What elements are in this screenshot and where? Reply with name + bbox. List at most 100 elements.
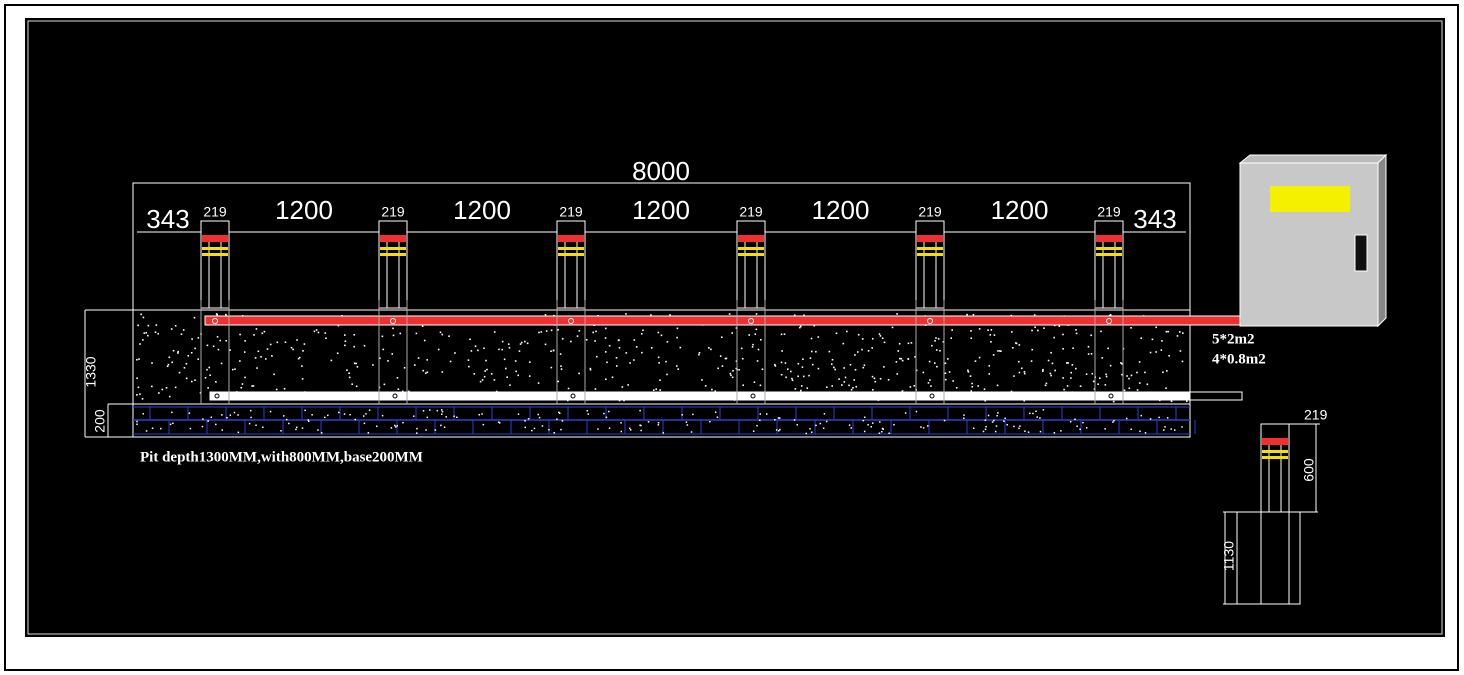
diameter-label: 219 — [381, 204, 405, 220]
aggregate-dot — [498, 348, 500, 351]
aggregate-dot — [808, 374, 810, 377]
aggregate-dot — [787, 368, 789, 370]
aggregate-dot — [963, 417, 965, 419]
aggregate-dot — [151, 385, 153, 388]
aggregate-dot — [1050, 351, 1052, 354]
reflective-yellow — [917, 253, 943, 256]
aggregate-dot — [1070, 371, 1073, 374]
aggregate-dot — [394, 426, 397, 428]
aggregate-dot — [742, 384, 745, 387]
aggregate-dot — [714, 390, 717, 392]
aggregate-dot — [325, 337, 327, 340]
aggregate-dot — [255, 424, 257, 426]
aggregate-dot — [1011, 331, 1013, 333]
aggregate-dot — [368, 409, 371, 411]
aggregate-dot — [394, 424, 396, 427]
reflective-yellow — [917, 247, 943, 250]
aggregate-dot — [243, 351, 246, 353]
aggregate-dot — [355, 362, 357, 365]
aggregate-dot — [1000, 350, 1002, 352]
aggregate-dot — [1128, 377, 1130, 380]
aggregate-dot — [381, 335, 384, 338]
aggregate-dot — [754, 333, 757, 335]
aggregate-dot — [171, 411, 173, 414]
aggregate-dot — [1140, 337, 1143, 339]
aggregate-dot — [617, 339, 620, 342]
aggregate-dot — [1012, 347, 1014, 349]
aggregate-dot — [830, 363, 833, 365]
aggregate-dot — [719, 355, 722, 357]
aggregate-dot — [191, 338, 193, 340]
aggregate-dot — [397, 388, 400, 391]
aggregate-dot — [182, 329, 185, 331]
aggregate-dot — [881, 427, 884, 430]
aggregate-dot — [652, 389, 655, 391]
aggregate-dot — [379, 357, 381, 360]
aggregate-dot — [285, 418, 288, 421]
aggregate-dot — [625, 352, 628, 354]
aggregate-dot — [533, 427, 536, 430]
aggregate-dot — [257, 350, 260, 353]
aggregate-dot — [799, 325, 802, 328]
cabinet-top — [1238, 154, 1388, 164]
drain — [1108, 393, 1114, 399]
aggregate-dot — [791, 379, 794, 382]
aggregate-dot — [970, 390, 973, 392]
aggregate-dot — [317, 331, 320, 334]
aggregate-dot — [756, 360, 759, 362]
aggregate-dot — [363, 422, 366, 425]
aggregate-dot — [883, 341, 886, 344]
aggregate-dot — [276, 341, 279, 344]
aggregate-dot — [415, 332, 418, 335]
aggregate-dot — [495, 390, 498, 393]
aggregate-dot — [225, 339, 227, 342]
aggregate-dot — [1067, 362, 1069, 364]
aggregate-dot — [871, 375, 874, 378]
aggregate-dot — [1182, 332, 1184, 334]
aggregate-dot — [155, 324, 158, 326]
aggregate-dot — [717, 367, 719, 370]
aggregate-dot — [441, 371, 444, 373]
aggregate-dot — [1035, 410, 1037, 413]
aggregate-dot — [828, 350, 831, 353]
reflective-yellow — [1262, 450, 1288, 453]
aggregate-dot — [273, 373, 275, 376]
aggregate-dot — [187, 355, 190, 357]
aggregate-dot — [327, 414, 329, 417]
aggregate-dot — [662, 432, 665, 434]
aggregate-dot — [944, 378, 947, 381]
aggregate-dot — [167, 363, 170, 366]
aggregate-dot — [1031, 348, 1034, 351]
aggregate-dot — [1136, 371, 1138, 374]
aggregate-dot — [165, 386, 168, 389]
aggregate-dot — [620, 422, 622, 424]
aggregate-dot — [996, 414, 998, 417]
aggregate-dot — [1013, 425, 1015, 428]
bollard — [915, 220, 945, 309]
aggregate-dot — [355, 385, 358, 388]
aggregate-dot — [835, 332, 838, 335]
drain — [1106, 318, 1112, 324]
aggregate-dot — [271, 355, 273, 357]
aggregate-dot — [221, 429, 224, 431]
aggregate-dot — [592, 331, 594, 334]
aggregate-dot — [531, 429, 533, 432]
aggregate-dot — [714, 411, 717, 413]
aggregate-dot — [1060, 430, 1062, 432]
aggregate-dot — [304, 409, 306, 412]
aggregate-dot — [984, 399, 987, 402]
aggregate-dot — [396, 425, 398, 427]
aggregate-dot — [690, 431, 693, 433]
aggregate-dot — [1136, 389, 1139, 391]
reflective-yellow — [558, 247, 584, 250]
aggregate-dot — [854, 368, 857, 371]
aggregate-dot — [484, 370, 486, 372]
aggregate-dot — [526, 342, 529, 345]
aggregate-dot — [139, 393, 141, 395]
aggregate-dot — [136, 394, 138, 396]
aggregate-dot — [552, 349, 555, 352]
aggregate-dot — [1105, 375, 1108, 378]
aggregate-dot — [424, 372, 427, 375]
signal-cable — [209, 391, 1191, 401]
aggregate-dot — [151, 362, 153, 364]
